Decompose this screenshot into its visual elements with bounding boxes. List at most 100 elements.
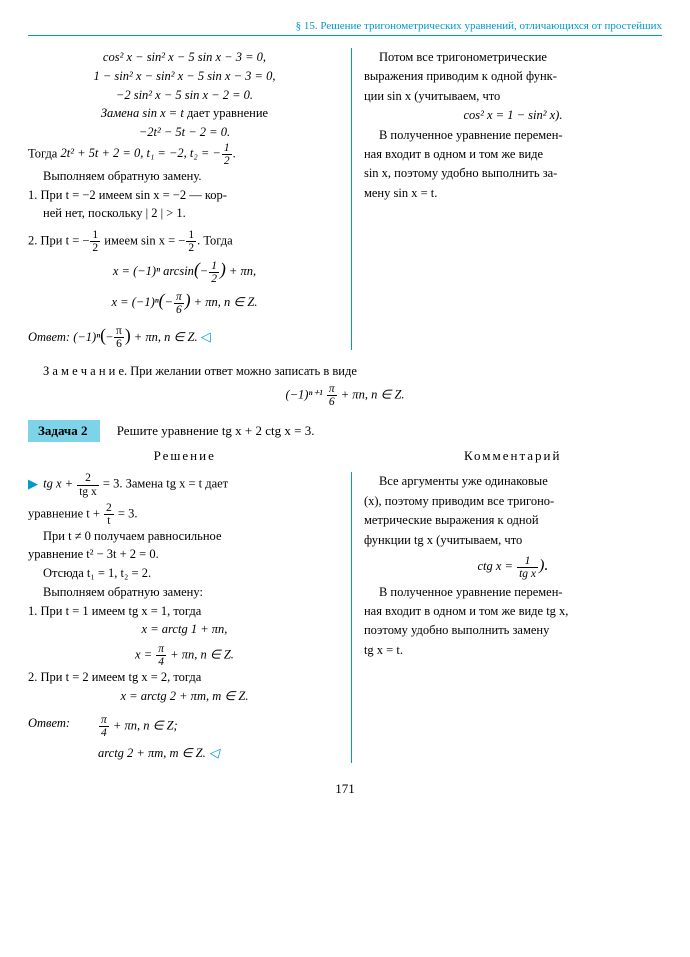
text: = 3. Замена tg x = t дает [100,477,228,491]
list-item-1b: ней нет, поскольку | 2 | > 1. [28,204,341,223]
text: ). [539,556,548,574]
math-inline: 2t² + 5t + 2 = 0, t₁ = −2, t₂ = −12 [60,146,232,160]
math-inline: sin x = t [142,106,183,120]
text: x = (−1)ⁿ [111,295,158,309]
fraction: 1tg x [517,555,538,580]
fraction: π6 [327,383,337,408]
line: уравнение t² − 3t + 2 = 0. [28,545,341,564]
back-substitution-line: Выполняем обратную замену. [28,167,341,186]
substitution-line: Замена sin x = t дает уравнение [28,104,341,123]
list-item-2: 2. При t = −12 имеем sin x = −12. Тогда [28,229,341,254]
answer-line: π4 + πn, n ∈ Z; [98,714,219,739]
fraction: π4 [156,643,166,668]
equation-line: −2t² − 5t − 2 = 0. [28,123,341,142]
page-number: 171 [28,781,662,797]
running-header: § 15. Решение тригонометрических уравнен… [28,20,662,36]
line: Отсюда t₁ = 1, t₂ = 2. [28,564,341,583]
answer-line: arctg 2 + πm, m ∈ Z. ◁ [98,743,219,763]
solution-column-2: ▶ tg x + 2tg x = 3. Замена tg x = t дает… [28,472,352,762]
task-prompt: Решите уравнение tg x + 2 ctg x = 3. [117,423,315,438]
remark-block: З а м е ч а н и е. При желании ответ мож… [28,364,662,408]
text: ctg x = [477,559,516,573]
text: дает уравнение [184,106,268,120]
formula-1: x = (−1)ⁿ arcsin(−12) + πn, [28,256,341,285]
text: + πn, n ∈ Z. [167,648,234,662]
text: 2t² + 5t + 2 = 0, t₁ = −2, t₂ = − [60,146,220,160]
formula: x = arctg 2 + πm, m ∈ Z. [28,687,341,706]
task-2-header: Задача 2 Решите уравнение tg x + 2 ctg x… [28,420,662,442]
paragraph-line: ции sin x (учитываем, что [364,87,662,106]
paragraph-line: sin x, поэтому удобно выполнить за- [364,164,662,183]
page-container: § 15. Решение тригонометрических уравнен… [0,0,690,807]
paragraph-line: метрические выражения к одной [364,511,662,530]
text: 1. При t = −2 имеем sin x = −2 — кор- [28,188,227,202]
formula-2: x = (−1)ⁿ(−π6) + πn, n ∈ Z. [28,287,341,316]
paragraph-line: Потом все тригонометрические [364,48,662,67]
answer-block: Ответ: π4 + πn, n ∈ Z; arctg 2 + πm, m ∈… [28,714,341,763]
text: 2. При t = − [28,234,89,248]
line: При t ≠ 0 получаем равносильное [28,527,341,546]
start-marker-icon: ▶ [28,476,38,491]
text: При желании ответ можно записать в виде [127,364,357,378]
solution-column-1: cos² x − sin² x − 5 sin x − 3 = 0, 1 − s… [28,48,352,350]
equation-line: cos² x = 1 − sin² x). [364,106,662,125]
paragraph-line: (x), поэтому приводим все тригоно- [364,492,662,511]
paragraph-line: ная входит в одном и том же виде tg x, [364,602,662,621]
section-2-columns: ▶ tg x + 2tg x = 3. Замена tg x = t дает… [28,472,662,762]
list-item-1: 1. При t = −2 имеем sin x = −2 — кор- [28,186,341,205]
fraction: π6 [174,291,184,316]
fraction: 12 [90,229,100,254]
line: уравнение t + 2t = 3. [28,502,341,527]
text: . [233,146,236,160]
section-1-columns: cos² x − sin² x − 5 sin x − 3 = 0, 1 − s… [28,48,662,350]
commentary-column-1: Потом все тригонометрические выражения п… [352,48,662,350]
paragraph-line: Все аргументы уже одинаковые [364,472,662,491]
line: Выполняем обратную замену: [28,583,341,602]
text: (−1)ⁿ [73,330,100,344]
paragraph-line: В полученное уравнение перемен- [364,583,662,602]
remark-label: З а м е ч а н и е. [43,364,127,378]
answer-label: Ответ: [28,714,98,763]
answer-line: Ответ: (−1)ⁿ(−π6) + πn, n ∈ Z. ◁ [28,322,341,351]
formula: ctg x = 1tg x). [364,553,662,580]
text: имеем sin x = − [101,234,185,248]
remark-formula: (−1)ⁿ⁺¹ π6 + πn, n ∈ Z. [28,383,662,408]
column-headers: Решение Комментарий [28,448,662,464]
answer-label: Ответ: [28,330,70,344]
text: x = [135,648,155,662]
text: (−1)ⁿ⁺¹ [285,388,325,402]
formula: x = arctg 1 + πn, [28,620,341,639]
formula: x = π4 + πn, n ∈ Z. [28,643,341,668]
text: tg x + [43,477,76,491]
fraction: π4 [99,714,109,739]
paragraph-line: мену sin x = t. [364,184,662,203]
equation-line: −2 sin² x − 5 sin x − 2 = 0. [28,86,341,105]
text: arctg 2 + πm, m ∈ Z. [98,746,209,760]
solution-header: Решение [28,448,351,464]
text: + πn, n ∈ Z. [338,388,405,402]
fraction: 12 [186,229,196,254]
text: Замена [101,106,143,120]
fraction: 2tg x [77,472,99,497]
paragraph-line: ная входит в одном и том же виде [364,145,662,164]
fraction: 12 [222,142,232,167]
list-item-2: 2. При t = 2 имеем tg x = 2, тогда [28,668,341,687]
text: Тогда [28,146,60,160]
equation-line: cos² x − sin² x − 5 sin x − 3 = 0, [28,48,341,67]
fraction: 12 [209,260,219,285]
fraction: π6 [114,325,124,350]
list-item-1: 1. При t = 1 имеем tg x = 1, тогда [28,602,341,621]
text: + πn, n ∈ Z. [131,330,201,344]
fraction: 2t [104,502,114,527]
paragraph-line: tg x = t. [364,641,662,660]
end-marker-icon: ◁ [201,329,211,344]
text: + πn, n ∈ Z; [110,718,178,732]
commentary-column-2: Все аргументы уже одинаковые (x), поэтом… [352,472,662,762]
line: ▶ tg x + 2tg x = 3. Замена tg x = t дает [28,472,341,497]
text: = 3. [115,506,138,520]
text: . Тогда [197,234,233,248]
then-line: Тогда 2t² + 5t + 2 = 0, t₁ = −2, t₂ = −1… [28,142,341,167]
paragraph-line: выражения приводим к одной функ- [364,67,662,86]
commentary-header: Комментарий [351,448,662,464]
paragraph-line: функции tg x (учитываем, что [364,531,662,550]
